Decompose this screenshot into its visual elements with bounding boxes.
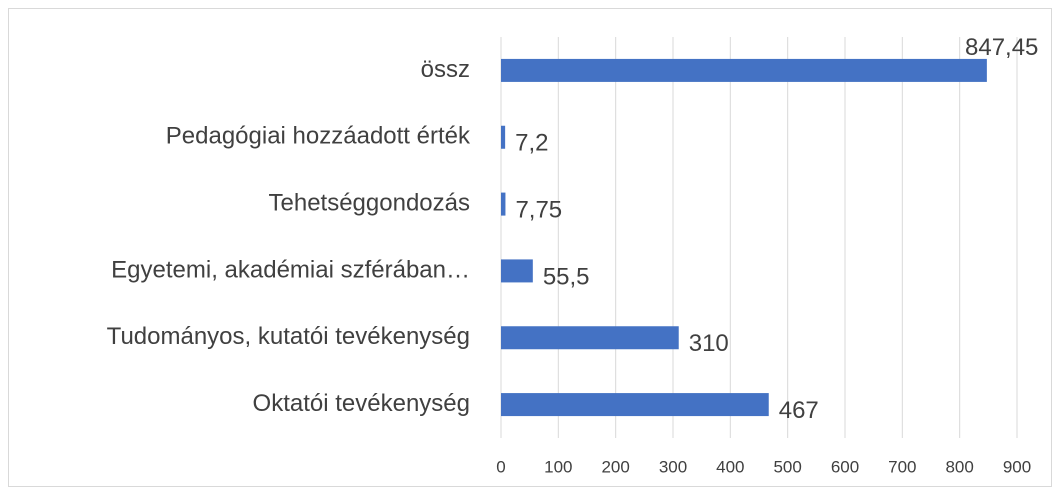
- y-tick-label: Egyetemi, akadémiai szférában…: [111, 256, 470, 283]
- y-tick-label: Tudományos, kutatói tevékenység: [107, 323, 470, 350]
- y-tick-label: össz: [421, 56, 470, 83]
- y-tick-label: Tehetséggondozás: [269, 189, 471, 216]
- bar: [501, 393, 769, 417]
- x-tick-label: 600: [831, 457, 859, 476]
- y-tick-label: Pedagógiai hozzáadott érték: [166, 123, 471, 150]
- value-label: 7,75: [515, 196, 562, 223]
- bar: [501, 192, 506, 216]
- x-tick-label: 800: [945, 457, 973, 476]
- x-tick-label: 700: [888, 457, 916, 476]
- x-tick-label: 0: [496, 457, 505, 476]
- value-label: 847,45: [965, 34, 1038, 61]
- value-label: 467: [779, 397, 819, 424]
- y-tick-label: Oktatói tevékenység: [253, 390, 470, 417]
- bar: [501, 326, 679, 350]
- x-tick-label: 900: [1003, 457, 1031, 476]
- value-label: 55,5: [543, 263, 590, 290]
- value-label: 310: [689, 330, 729, 357]
- x-tick-label: 400: [716, 457, 744, 476]
- bar: [501, 58, 987, 82]
- x-tick-label: 500: [773, 457, 801, 476]
- bar: [501, 125, 506, 149]
- x-tick-label: 200: [601, 457, 629, 476]
- x-tick-label: 100: [544, 457, 572, 476]
- x-tick-label: 300: [659, 457, 687, 476]
- bar: [501, 259, 533, 283]
- value-label: 7,2: [515, 130, 548, 157]
